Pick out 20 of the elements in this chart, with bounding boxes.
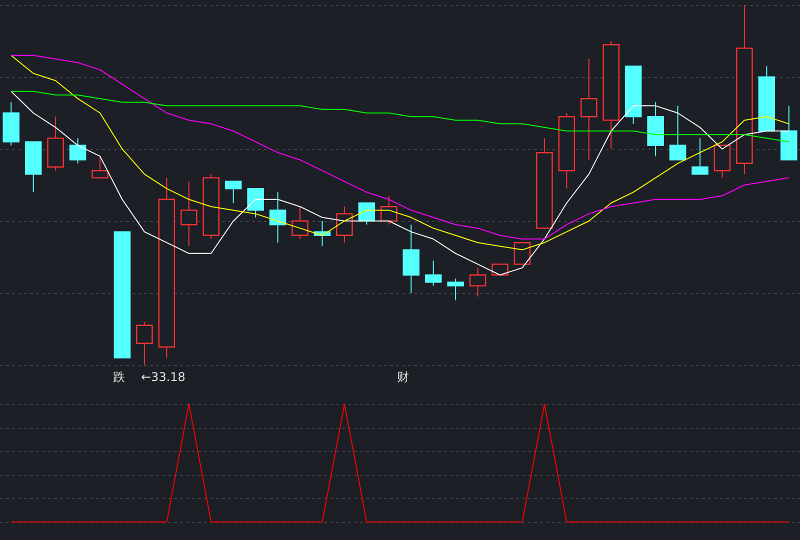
candlestick — [424, 260, 442, 286]
candlestick — [469, 267, 486, 298]
candlestick — [224, 180, 242, 204]
candlestick — [136, 321, 153, 366]
candlestick — [269, 192, 286, 244]
candlestick — [336, 206, 353, 244]
candlestick — [247, 188, 264, 218]
candlestick — [447, 278, 464, 301]
text: ←33.18 — [141, 370, 186, 384]
candlestick — [292, 206, 308, 240]
candlestick — [180, 180, 198, 247]
candlestick — [92, 156, 108, 178]
candlestick — [669, 105, 686, 160]
candlestick — [380, 195, 398, 226]
candlestick — [69, 138, 86, 164]
candlestick — [692, 138, 708, 175]
candlestick — [580, 58, 598, 160]
candlestick — [514, 242, 531, 265]
text: 跌 — [113, 370, 125, 384]
text: 财 — [397, 370, 409, 384]
